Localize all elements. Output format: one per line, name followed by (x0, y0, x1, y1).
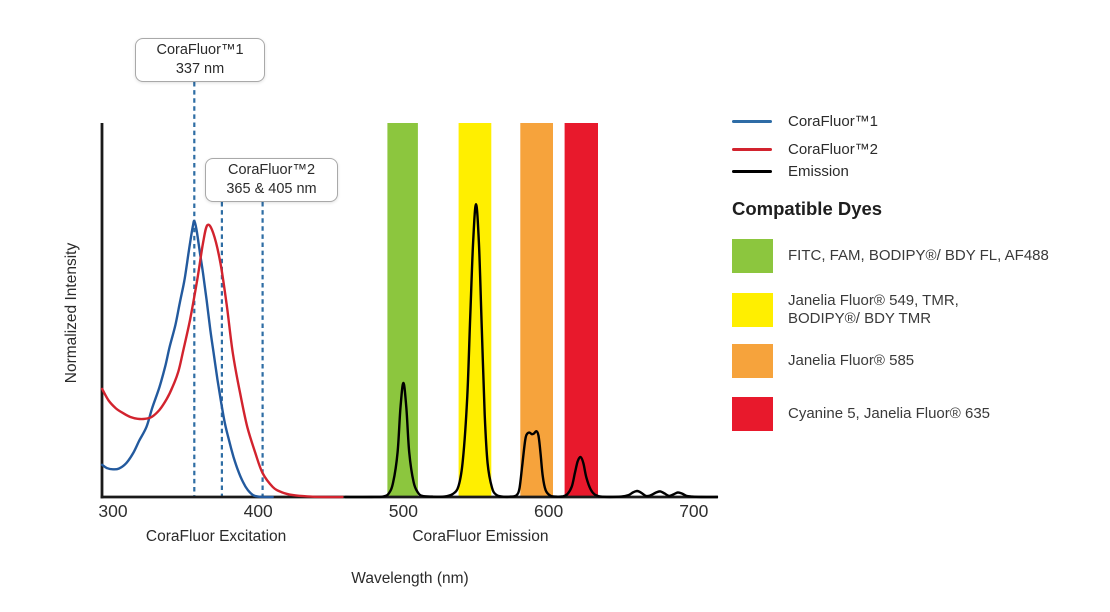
series-curve-0 (100, 219, 274, 499)
callout-corafluor2-wavelength: 365 & 405 nm (226, 181, 317, 197)
callout-corafluor2-title: CoraFluor™2 (227, 162, 316, 178)
dye-label-orange: Janelia Fluor® 585 (788, 352, 915, 370)
callout-corafluor1-title: CoraFluor™1 (156, 42, 244, 58)
legend-item-corafluor2: CoraFluor™2 (732, 139, 878, 159)
callout-corafluor1-wavelength: 337 nm (175, 61, 225, 77)
callout-corafluor2-excitation: CoraFluor™2 365 & 405 nm (205, 158, 338, 202)
axis-caption-0: CoraFluor Excitation (146, 528, 286, 545)
x-tick-label-500: 500 (389, 501, 418, 521)
dye-swatch-red (732, 397, 773, 431)
dye-row-green: FITC, FAM, BODIPY®/ BDY FL, AF488 (732, 239, 1049, 273)
legend-item-emission: Emission (732, 161, 849, 181)
dye-row-orange: Janelia Fluor® 585 (732, 344, 914, 378)
legend-label-corafluor1: CoraFluor™1 (788, 112, 879, 130)
legend-label-corafluor2: CoraFluor™2 (788, 140, 879, 158)
dye-label-green: FITC, FAM, BODIPY®/ BDY FL, AF488 (788, 247, 1049, 265)
x-tick-label-600: 600 (534, 501, 563, 521)
callout-corafluor1-excitation: CoraFluor™1 337 nm (135, 38, 265, 82)
dye-swatch-orange (732, 344, 773, 378)
compatible-dyes-heading: Compatible Dyes (732, 198, 883, 219)
legend-label-emission: Emission (788, 162, 849, 180)
legend-line-corafluor1 (732, 119, 772, 123)
emission-band-0 (387, 123, 418, 497)
emission-band-3 (564, 123, 598, 497)
x-axis-title: Wavelength (nm) (351, 570, 468, 587)
dye-label-red: Cyanine 5, Janelia Fluor® 635 (788, 405, 991, 423)
dye-label-yellow: Janelia Fluor® 549, TMR, BODIPY®/ BDY TM… (788, 292, 959, 327)
axis-caption-1: CoraFluor Emission (412, 528, 548, 545)
legend-and-dyes-panel: CoraFluor™1 CoraFluor™2 Emission Compati… (732, 0, 1104, 612)
legend-item-corafluor1: CoraFluor™1 (732, 111, 878, 131)
x-tick-label-700: 700 (679, 501, 708, 521)
dye-swatch-green (732, 239, 773, 273)
x-tick-label-300: 300 (98, 501, 127, 521)
x-tick-label-400: 400 (244, 501, 273, 521)
legend-line-emission (732, 169, 772, 173)
y-axis-title: Normalized Intensity (63, 243, 80, 384)
dye-row-red: Cyanine 5, Janelia Fluor® 635 (732, 397, 990, 431)
legend-line-corafluor2 (732, 147, 772, 151)
dye-row-yellow: Janelia Fluor® 549, TMR, BODIPY®/ BDY TM… (732, 292, 959, 327)
series-curve-1 (100, 223, 344, 499)
dye-swatch-yellow (732, 292, 773, 327)
series-curve-2 (344, 203, 719, 499)
